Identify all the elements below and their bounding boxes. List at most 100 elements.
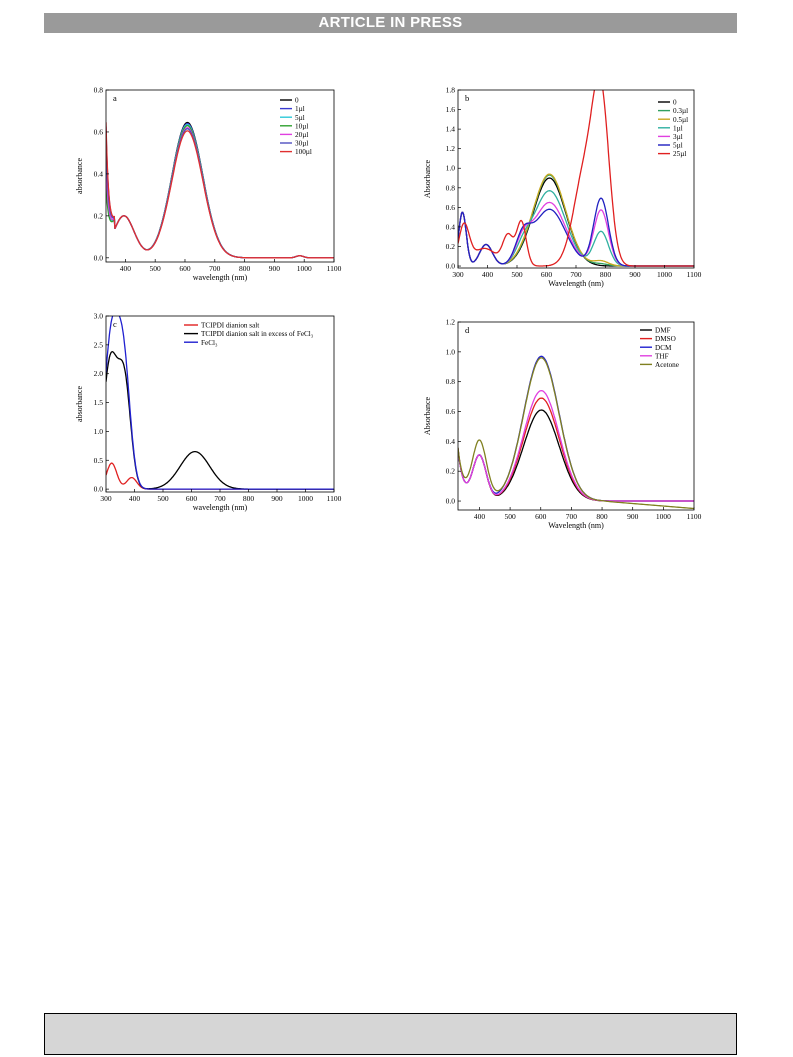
- x-tick-label: 700: [566, 512, 578, 521]
- y-tick-label: 0.4: [94, 169, 104, 178]
- legend-label: DCM: [655, 344, 672, 352]
- panel-label: a: [113, 93, 117, 103]
- legend-label: 5µl: [673, 142, 683, 150]
- y-tick-label: 1.6: [446, 105, 456, 114]
- y-tick-label: 0.0: [446, 262, 456, 271]
- x-tick-label: 500: [504, 512, 516, 521]
- y-tick-label: 2.0: [94, 369, 104, 378]
- x-tick-label: 600: [535, 512, 547, 521]
- y-tick-label: 0.8: [446, 377, 456, 386]
- y-tick-label: 0.0: [446, 497, 456, 506]
- y-tick-label: 1.0: [446, 347, 456, 356]
- y-tick-label: 0.5: [94, 456, 104, 465]
- x-tick-label: 900: [269, 264, 281, 273]
- x-axis-label: wavelength (nm): [193, 503, 248, 512]
- y-tick-label: 0.0: [94, 253, 104, 262]
- x-tick-label: 500: [150, 264, 162, 273]
- x-tick-label: 1100: [327, 264, 342, 273]
- series-line-5: [458, 201, 694, 267]
- series-line-7: [458, 90, 694, 267]
- panel-label: b: [465, 93, 469, 103]
- y-tick-label: 1.2: [446, 144, 456, 153]
- x-tick-label: 400: [120, 264, 132, 273]
- series-line-2: [106, 351, 334, 490]
- x-tick-label: 500: [157, 494, 169, 503]
- series-line-6: [458, 197, 694, 267]
- y-tick-label: 0.2: [94, 211, 104, 220]
- y-tick-label: 1.2: [446, 318, 456, 327]
- x-tick-label: 900: [629, 270, 641, 279]
- y-tick-label: 2.5: [94, 340, 104, 349]
- y-tick-label: 0.4: [446, 437, 456, 446]
- x-tick-label: 600: [179, 264, 191, 273]
- chart-panel-d: 400 500 600 700 800 900 1000 1100 0.0 0.2 0.4 0.6 0.…: [423, 318, 702, 531]
- legend-label: DMSO: [655, 335, 676, 343]
- chart-panel-a: 400 500 600 700 800 900 1000 1100 0.0 0.2 0.4 0.6 0.…: [75, 86, 342, 282]
- y-tick-label: 0.6: [446, 407, 456, 416]
- series-line-3: [106, 316, 334, 490]
- legend-label: FeCl₃: [201, 339, 218, 347]
- x-tick-label: 1000: [657, 270, 672, 279]
- plot-frame: [105, 315, 335, 493]
- legend-label: 5µl: [295, 114, 305, 122]
- plot-frame: [457, 321, 695, 511]
- legend-label: 100µl: [295, 148, 312, 156]
- x-axis-label: Wavelength (nm): [548, 279, 604, 288]
- legend-label: 0: [673, 99, 677, 107]
- y-tick-label: 1.4: [446, 125, 456, 134]
- y-tick-label: 0.8: [94, 86, 104, 95]
- y-tick-label: 0.2: [446, 242, 456, 251]
- x-tick-label: 800: [243, 494, 255, 503]
- y-tick-label: 1.5: [94, 398, 104, 407]
- y-tick-label: 1.0: [94, 427, 104, 436]
- x-tick-label: 600: [541, 270, 553, 279]
- x-tick-label: 1100: [687, 512, 702, 521]
- y-tick-label: 0.6: [446, 203, 456, 212]
- x-tick-label: 1000: [656, 512, 671, 521]
- legend-label: 0.5µl: [673, 116, 688, 124]
- panel-label: d: [465, 325, 470, 335]
- x-tick-label: 800: [600, 270, 612, 279]
- x-axis-label: Wavelength (nm): [548, 521, 604, 530]
- legend-label: 1µl: [295, 105, 305, 113]
- y-axis-label: Absorbance: [423, 159, 432, 198]
- legend-label: 0.3µl: [673, 107, 688, 115]
- x-tick-label: 800: [239, 264, 251, 273]
- chart-panel-c: 300 400 500 600 700 800 900 1000 1100 0.0 0.5 1.0 1.…: [75, 312, 342, 512]
- legend-label: TCIPDI dianion salt: [201, 322, 259, 330]
- y-tick-label: 0.2: [446, 467, 456, 476]
- x-tick-label: 700: [570, 270, 582, 279]
- y-tick-label: 0.4: [446, 222, 456, 231]
- y-tick-label: 0.6: [94, 127, 104, 136]
- x-tick-label: 700: [209, 264, 221, 273]
- x-tick-label: 700: [214, 494, 226, 503]
- x-tick-label: 800: [596, 512, 608, 521]
- x-tick-label: 600: [186, 494, 198, 503]
- series-line-4: [458, 389, 694, 502]
- x-tick-label: 1100: [687, 270, 702, 279]
- legend-label: 1µl: [673, 124, 683, 132]
- plot-frame: [105, 89, 335, 263]
- x-axis-label: wavelength (nm): [193, 273, 248, 282]
- x-tick-label: 1100: [327, 494, 342, 503]
- legend-label: 30µl: [295, 140, 308, 148]
- y-tick-label: 0.8: [446, 183, 456, 192]
- legend-label: 25µl: [673, 150, 686, 158]
- panel-label: c: [113, 319, 117, 329]
- x-tick-label: 900: [271, 494, 283, 503]
- footer-box: [44, 1013, 737, 1055]
- legend-label: Acetone: [655, 361, 679, 369]
- series-line-5: [458, 357, 694, 510]
- y-axis-label: absorbance: [75, 386, 84, 422]
- x-tick-label: 300: [452, 270, 464, 279]
- x-tick-label: 500: [511, 270, 523, 279]
- legend-label: 20µl: [295, 131, 308, 139]
- legend-label: DMF: [655, 327, 671, 335]
- legend-label: THF: [655, 352, 669, 360]
- series-line-7: [106, 122, 334, 259]
- legend-label: 3µl: [673, 133, 683, 141]
- x-tick-label: 400: [129, 494, 141, 503]
- y-tick-label: 3.0: [94, 312, 104, 321]
- legend-label: TCIPDI dianion salt in excess of FeCl₃: [201, 330, 314, 338]
- y-tick-label: 0.0: [94, 485, 104, 494]
